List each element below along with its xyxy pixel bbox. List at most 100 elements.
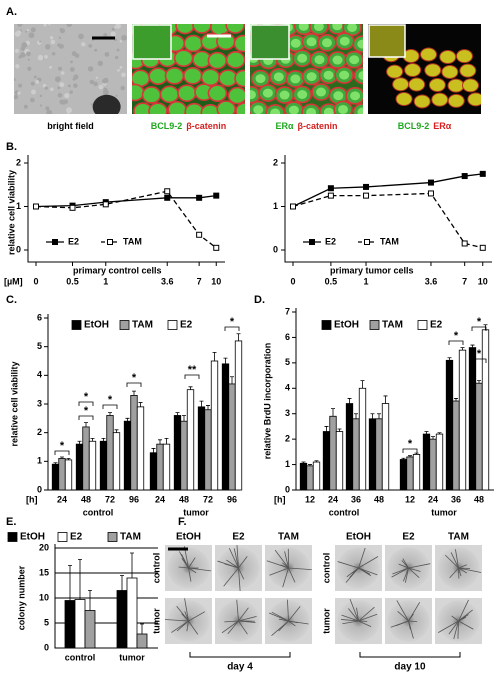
micrograph <box>165 545 212 591</box>
error-bar <box>188 386 193 390</box>
texture <box>39 94 43 98</box>
sprout <box>238 615 257 622</box>
error-bar <box>158 439 162 445</box>
x-tick-label: 0.5 <box>325 276 338 286</box>
sprout <box>457 620 459 639</box>
data-point <box>196 194 203 201</box>
cell <box>207 51 228 70</box>
nucleus <box>408 77 426 92</box>
group-label: tumor <box>183 507 209 517</box>
micrograph <box>132 24 245 114</box>
nucleus <box>392 77 410 92</box>
legend-label: EtOH <box>84 320 109 331</box>
sprout <box>358 613 378 622</box>
panel-label: E. <box>6 516 16 528</box>
cell <box>148 67 168 86</box>
nucleus <box>321 38 332 48</box>
texture <box>117 69 120 72</box>
micrograph-content <box>165 545 212 591</box>
row-label: tumor <box>321 608 331 634</box>
x-tick-label: 36 <box>451 494 461 504</box>
significance-bracket <box>54 450 70 455</box>
group-label: control <box>329 507 360 517</box>
texture <box>98 84 104 90</box>
bar <box>452 400 460 491</box>
texture <box>23 104 28 109</box>
sprout <box>288 567 296 583</box>
texture <box>58 66 62 71</box>
micrograph-content <box>265 598 312 644</box>
texture <box>28 32 35 39</box>
x-tick-label: 24 <box>328 494 338 504</box>
texture <box>115 94 118 97</box>
bar <box>335 431 344 491</box>
bar <box>186 389 195 491</box>
significance-bracket <box>471 326 487 331</box>
bar <box>197 406 206 491</box>
sprout <box>282 567 289 588</box>
micrograph-content <box>385 545 432 591</box>
bar <box>116 590 128 649</box>
bar <box>381 403 390 491</box>
error-bar <box>60 456 64 459</box>
sprout <box>266 560 289 569</box>
sprout <box>178 566 189 569</box>
panel-label: B. <box>6 141 17 153</box>
bar <box>458 349 467 491</box>
texture <box>78 33 84 40</box>
error-bar <box>370 413 375 419</box>
sprout <box>287 599 289 622</box>
legend-label: TAM <box>380 236 399 246</box>
bar <box>406 456 414 491</box>
data-point <box>479 244 486 251</box>
texture <box>121 72 126 78</box>
cell <box>182 66 203 85</box>
bubble <box>92 94 121 114</box>
data-point <box>363 183 370 190</box>
caption-part: ERα <box>275 121 294 131</box>
texture <box>87 66 94 72</box>
legend-label: EtOH <box>20 532 45 543</box>
nucleus <box>447 93 465 108</box>
caption-part: β-catenin <box>186 121 226 131</box>
texture <box>70 60 73 64</box>
error-bar <box>130 552 134 578</box>
texture <box>14 94 18 100</box>
micrograph-content <box>385 598 432 644</box>
x-tick-label: 10 <box>211 276 221 286</box>
significance-mark: ** <box>188 364 197 376</box>
x-tick-label: 1 <box>103 276 108 286</box>
significance-bracket <box>102 404 118 409</box>
nucleus <box>288 105 299 114</box>
micrograph-content <box>215 545 262 591</box>
sprout <box>403 567 409 582</box>
panel-label: D. <box>254 294 265 306</box>
texture <box>26 51 31 57</box>
sprout <box>171 620 189 633</box>
y-axis-label: relative cell viability <box>6 170 16 255</box>
texture <box>69 67 75 72</box>
texture <box>45 106 50 111</box>
x-tick-label: 96 <box>129 494 139 504</box>
sprout <box>395 620 409 627</box>
x-axis-unit: [h] <box>274 494 286 504</box>
cell <box>207 84 228 103</box>
sprout <box>341 619 359 622</box>
series-line <box>292 192 483 249</box>
bar <box>112 432 121 491</box>
texture <box>44 86 48 90</box>
texture <box>20 52 26 58</box>
legend-swatch <box>321 320 332 330</box>
nucleus <box>323 70 334 80</box>
micrograph <box>215 598 262 644</box>
sprout <box>348 608 359 622</box>
data-point <box>427 179 434 186</box>
y-tick-label: 1 <box>37 456 42 466</box>
error-bar <box>377 413 381 419</box>
y-tick-label: 2 <box>285 434 290 444</box>
nucleus <box>357 107 363 114</box>
micrograph-content <box>250 24 363 114</box>
sprout <box>458 567 468 574</box>
sprout <box>437 620 459 633</box>
bar <box>123 420 132 491</box>
